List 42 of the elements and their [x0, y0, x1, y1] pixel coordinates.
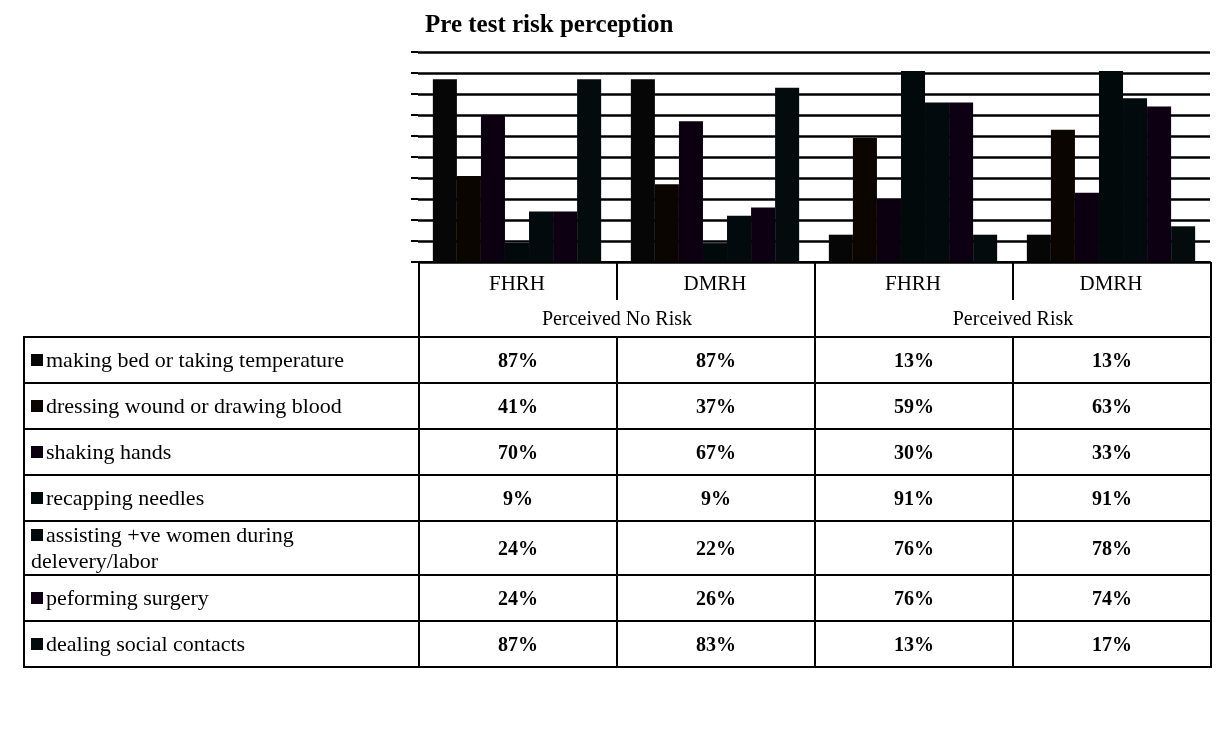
data-label: 74% [1013, 575, 1211, 621]
data-label: 13% [815, 337, 1013, 383]
data-label: 83% [617, 621, 815, 667]
legend-label: dressing wound or drawing blood [24, 383, 419, 429]
data-label: 87% [419, 337, 617, 383]
data-label: 67% [617, 429, 815, 475]
x-tick-label: DMRH [683, 270, 747, 295]
data-label: 22% [617, 521, 815, 575]
data-label: 59% [815, 383, 1013, 429]
x-tick-label: FHRH [884, 270, 942, 295]
legend-label: assisting +ve women during delevery/labor [24, 521, 419, 575]
data-label: 78% [1013, 521, 1211, 575]
data-label: 13% [1013, 337, 1211, 383]
data-label: 33% [1013, 429, 1211, 475]
data-label: 76% [815, 575, 1013, 621]
data-label: 41% [419, 383, 617, 429]
x-tick-label: DMRH [1079, 270, 1143, 295]
legend-label: recapping needles [24, 475, 419, 521]
text: Perceived No Risk [419, 300, 815, 337]
data-label: 87% [617, 337, 815, 383]
data-label: 91% [1013, 475, 1211, 521]
legend-label: dealing social contacts [24, 621, 419, 667]
data-label: 70% [419, 429, 617, 475]
x-tick-label: FHRH [488, 270, 546, 295]
data-label: 76% [815, 521, 1013, 575]
data-label: 37% [617, 383, 815, 429]
data-label: 13% [815, 621, 1013, 667]
data-label: 17% [1013, 621, 1211, 667]
text: Perceived Risk [815, 300, 1211, 337]
data-label: 24% [419, 521, 617, 575]
data-label: 63% [1013, 383, 1211, 429]
legend-label: shaking hands [24, 429, 419, 475]
data-label: 24% [419, 575, 617, 621]
legend-label: peforming surgery [24, 575, 419, 621]
legend-label: making bed or taking temperature [24, 337, 419, 383]
data-label: 9% [419, 475, 617, 521]
data-label: 9% [617, 475, 815, 521]
data-label: 30% [815, 429, 1013, 475]
data-label: 26% [617, 575, 815, 621]
chart-title: Pre test risk perception [425, 10, 674, 37]
data-label: 91% [815, 475, 1013, 521]
data-label: 87% [419, 621, 617, 667]
